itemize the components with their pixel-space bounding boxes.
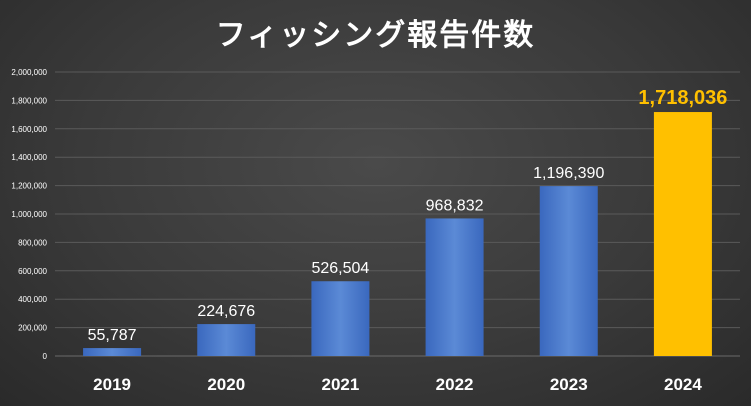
y-tick-label: 200,000 [18,324,47,333]
y-tick-label: 0 [43,352,48,361]
x-tick-label: 2023 [550,375,588,394]
bar [653,112,712,357]
bar [425,218,484,356]
y-tick-label: 400,000 [18,295,47,304]
y-tick-label: 1,200,000 [11,182,47,191]
y-tick-label: 1,800,000 [11,96,47,105]
bar [83,348,142,356]
y-tick-label: 1,600,000 [11,125,47,134]
value-label: 968,832 [426,197,484,214]
x-tick-label: 2022 [436,375,474,394]
value-label: 224,676 [197,303,255,320]
bar [197,324,256,356]
x-tick-label: 2019 [93,375,131,394]
y-tick-label: 1,000,000 [11,210,47,219]
value-label: 526,504 [311,260,369,277]
value-label: 1,196,390 [533,165,604,182]
x-tick-label: 2021 [322,375,360,394]
value-labels: 55,787 224,676 526,504 968,832 1,196,390 1,71… [88,87,728,344]
y-tick-label: 2,000,000 [11,68,47,77]
bar [539,186,598,356]
x-tick-label: 2024 [664,375,702,394]
y-axis-ticks: 0 200,000 400,000 600,000 800,000 1,000,000 1,… [11,68,47,361]
value-label: 1,718,036 [638,87,727,109]
x-axis-labels: 2019 2020 2021 2022 2023 2024 [93,375,702,394]
bar [311,281,370,356]
value-label: 55,787 [88,327,137,344]
chart-title: フィッシング報告件数 [215,18,536,53]
y-tick-label: 800,000 [18,238,47,247]
x-tick-label: 2020 [207,375,245,394]
y-tick-label: 600,000 [18,267,47,276]
bars [83,112,712,357]
gridlines [55,71,740,357]
y-tick-label: 1,400,000 [11,153,47,162]
